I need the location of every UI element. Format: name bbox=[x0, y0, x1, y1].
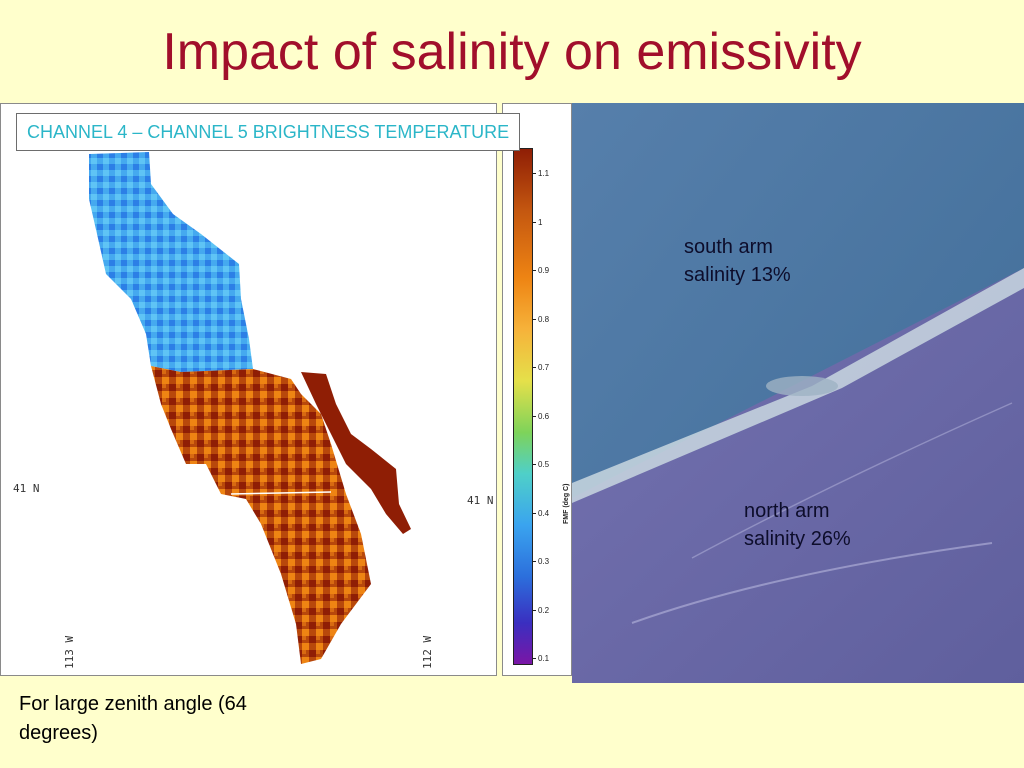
colorbar-tick-label: 0.2 bbox=[532, 606, 549, 615]
north-arm-label-line1: north arm bbox=[744, 500, 830, 522]
colorbar-tick-label: 1.1 bbox=[532, 170, 549, 178]
colorbar-tick-label: 0.7 bbox=[532, 364, 549, 372]
colorbar-tick-label: 0.4 bbox=[532, 509, 549, 518]
north-arm-water bbox=[572, 268, 1024, 683]
colorbar-tick-label: 0.9 bbox=[532, 267, 549, 275]
causeway-strip bbox=[572, 268, 1024, 503]
colorbar-tick-label: 0.5 bbox=[532, 461, 549, 469]
aerial-photo-drawing bbox=[572, 103, 1024, 683]
south-arm-region bbox=[89, 152, 253, 372]
zenith-caption: For large zenith angle (64 degrees) bbox=[19, 690, 339, 748]
water-streak bbox=[631, 542, 993, 624]
causeway-line bbox=[230, 491, 332, 495]
north-arm-region bbox=[151, 366, 371, 664]
water-streak bbox=[691, 402, 1013, 559]
lat-label-right: 41 N bbox=[467, 494, 494, 507]
colorbar-tick-label: 0.8 bbox=[532, 315, 549, 324]
caption-line2: degrees) bbox=[19, 722, 98, 744]
causeway-bridge bbox=[766, 376, 838, 396]
north-arm-label: north arm salinity 26% bbox=[744, 497, 851, 553]
colorbar-panel: 1.1 1 0.9 0.8 0.7 0.6 0.5 0.4 0.3 0.2 0.1 FMF (deg… bbox=[502, 103, 572, 676]
north-arm-label-line2: salinity 26% bbox=[744, 528, 851, 550]
lon-label-left: 113 W bbox=[63, 635, 76, 669]
colorbar-unit-label: FMF (deg C) bbox=[563, 483, 570, 524]
channel-label: CHANNEL 4 – CHANNEL 5 BRIGHTNESS TEMPERA… bbox=[16, 113, 521, 151]
south-arm-label: south arm salinity 13% bbox=[684, 233, 791, 289]
colorbar-tick-label: 0.1 bbox=[532, 655, 549, 663]
colorbar-tick-label: 0.6 bbox=[532, 412, 549, 421]
east-arm-region bbox=[301, 372, 411, 534]
slide-title: Impact of salinity on emissivity bbox=[162, 23, 862, 81]
lon-label-right: 112 W bbox=[421, 635, 434, 669]
colorbar-tick-label: 1 bbox=[532, 218, 542, 227]
colorbar-tick-label: 0.3 bbox=[532, 558, 549, 566]
colorbar bbox=[513, 148, 533, 665]
causeway-aerial-photo: south arm salinity 13% north arm salinit… bbox=[572, 103, 1024, 683]
salinity-map-panel: 41 N 41 N 113 W 112 W bbox=[0, 103, 497, 676]
south-arm-label-line1: south arm bbox=[684, 236, 773, 258]
lake-map bbox=[89, 152, 411, 664]
lat-label-left: 41 N bbox=[13, 482, 40, 495]
south-arm-label-line2: salinity 13% bbox=[684, 264, 791, 286]
caption-line1: For large zenith angle (64 bbox=[19, 693, 247, 715]
